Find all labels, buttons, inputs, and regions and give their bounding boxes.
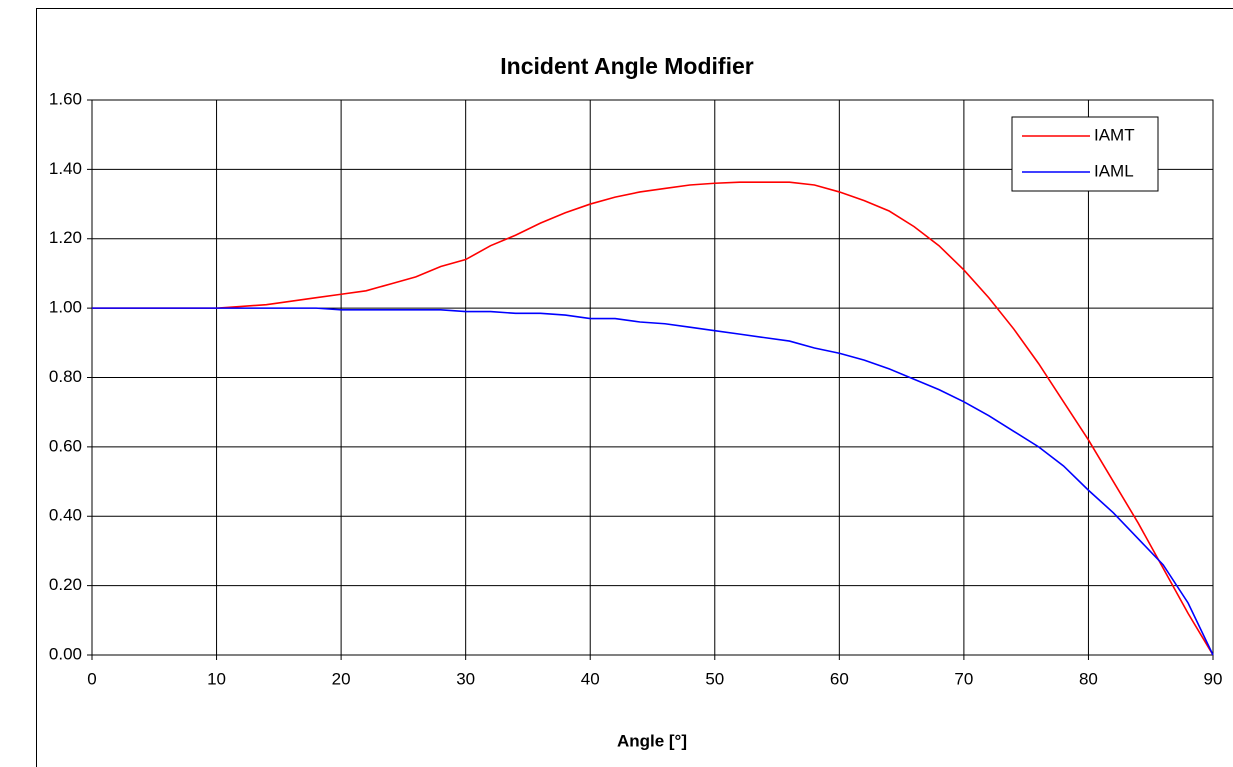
legend-label: IAML	[1094, 161, 1134, 180]
chart-title: Incident Angle Modifier	[500, 53, 753, 79]
series-line	[92, 181, 1214, 656]
x-tick-label: 80	[1079, 669, 1098, 688]
y-tick-label: 0.20	[49, 575, 82, 594]
x-tick-label: 50	[705, 669, 724, 688]
legend-box	[1011, 116, 1159, 192]
x-tick-label: 30	[456, 669, 475, 688]
y-tick-label: 0.60	[49, 436, 82, 455]
series-line	[92, 307, 1214, 656]
y-tick-label: 0.80	[49, 367, 82, 386]
x-tick-label: 10	[207, 669, 226, 688]
y-tick-label: 1.40	[49, 159, 82, 178]
y-tick-label: 1.60	[49, 89, 82, 108]
x-axis-title: Angle [°]	[617, 731, 687, 750]
x-tick-label: 40	[581, 669, 600, 688]
x-tick-label: 60	[830, 669, 849, 688]
x-tick-label: 0	[87, 669, 96, 688]
legend-label: IAMT	[1094, 125, 1135, 144]
x-tick-label: 90	[1204, 669, 1223, 688]
x-tick-label: 70	[954, 669, 973, 688]
y-tick-label: 0.00	[49, 644, 82, 663]
y-tick-label: 1.20	[49, 228, 82, 247]
x-tick-label: 20	[332, 669, 351, 688]
y-tick-label: 1.00	[49, 298, 82, 317]
y-tick-label: 0.40	[49, 506, 82, 525]
